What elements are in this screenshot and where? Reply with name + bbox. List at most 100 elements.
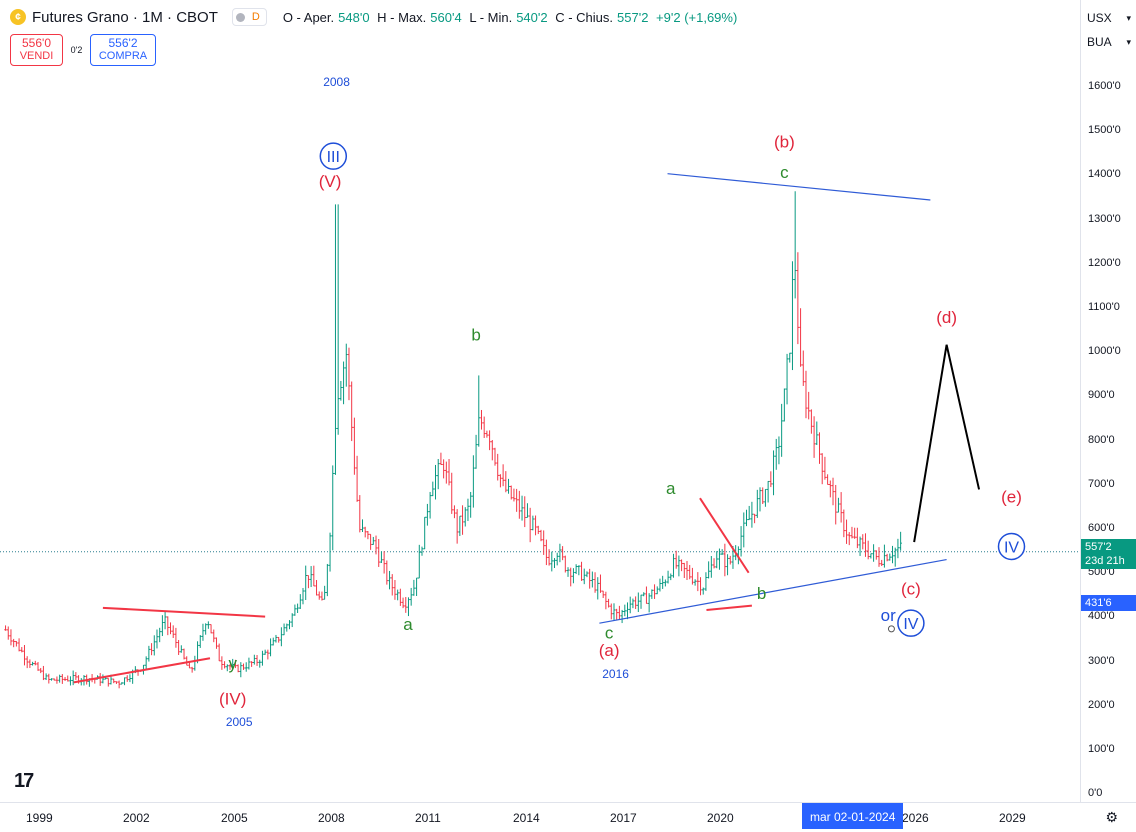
trendline xyxy=(73,657,211,684)
y-tick-label: 1400'0 xyxy=(1088,168,1121,181)
marker-price-value: 431'6 xyxy=(1085,597,1112,609)
wave-circle-label: IV xyxy=(1004,539,1019,556)
trade-panel: 556'0 VENDI 0'2 556'2 COMPRA xyxy=(0,34,156,66)
wave-circle-label: III xyxy=(327,149,340,166)
wave-circle-label: IV xyxy=(903,616,918,633)
close-label: C - Chius. xyxy=(555,9,614,25)
x-tick-label: 2029 xyxy=(999,811,1026,825)
symbol-title[interactable]: Futures Grano · 1M · CBOT xyxy=(32,8,218,26)
wave-label: (c) xyxy=(901,580,921,599)
wave-label: (d) xyxy=(936,308,957,327)
price-chart[interactable]: (V)2008(IV)2005yabc(a)2016ab(b)c(c)(d)(e… xyxy=(0,0,1080,802)
status-badge[interactable]: D xyxy=(231,8,267,26)
x-tick-label: 2011 xyxy=(415,811,441,825)
x-tick-label: 2017 xyxy=(610,811,637,825)
y-tick-label: 1200'0 xyxy=(1088,256,1121,269)
x-tick-label: 2002 xyxy=(123,811,150,825)
high-value: 560'4 xyxy=(430,9,462,25)
y-tick-label: 100'0 xyxy=(1088,743,1115,755)
buy-label: COMPRA xyxy=(98,50,148,62)
wave-label: c xyxy=(780,163,789,182)
y-tick-label: 400'0 xyxy=(1088,610,1115,623)
close-value: 557'2 xyxy=(617,9,649,25)
y-tick-label: 700'0 xyxy=(1088,477,1115,490)
spread-value: 0'2 xyxy=(70,45,83,55)
ohlc-readout: O - Aper. 548'0 H - Max. 560'4 L - Min. 540… xyxy=(283,10,741,25)
wave-label: y xyxy=(228,654,237,673)
marker-dot xyxy=(887,625,895,633)
wave-label: b xyxy=(471,325,480,344)
status-dot-icon xyxy=(235,12,245,22)
y-tick-label: 900'0 xyxy=(1088,389,1115,402)
change-value: +9'2 (+1,69%) xyxy=(656,9,738,25)
trendline xyxy=(706,604,752,612)
delayed-data-flag: D xyxy=(251,11,260,23)
gear-icon[interactable]: ⚙ xyxy=(1105,809,1118,825)
low-label: L - Min. xyxy=(469,9,513,25)
low-value: 540'2 xyxy=(516,9,548,25)
wave-label: (e) xyxy=(1001,488,1022,507)
x-tick-label: 2008 xyxy=(318,811,345,825)
high-label: H - Max. xyxy=(377,9,427,25)
unit-value: BUA xyxy=(1087,35,1112,49)
trendline xyxy=(599,559,947,624)
y-tick-label: 200'0 xyxy=(1088,698,1115,711)
y-tick-label: 1500'0 xyxy=(1088,124,1121,137)
tradingview-logo[interactable]: 17 xyxy=(14,770,34,792)
x-tick-label: 2020 xyxy=(707,811,734,825)
chevron-down-icon: ▾ xyxy=(1126,12,1131,23)
buy-button[interactable]: 556'2 COMPRA xyxy=(90,34,156,66)
trendline xyxy=(102,606,266,618)
time-axis[interactable]: 1999 2002 2005 2008 2011 2014 2017 2020 2026 2029… xyxy=(0,802,1136,832)
wave-label: a xyxy=(666,479,676,498)
bar-countdown: 23d 21h xyxy=(1085,555,1125,567)
alt-count-label: or xyxy=(881,606,896,625)
wave-circle xyxy=(997,532,1026,561)
wave-label: 2005 xyxy=(226,715,253,729)
sell-price: 556'0 xyxy=(22,36,51,50)
y-tick-label: 500'0 xyxy=(1088,566,1115,579)
trendline xyxy=(667,173,931,201)
crosshair-date-label: mar 02-01-2024 xyxy=(802,803,904,829)
unit-select[interactable]: BUA ▾ xyxy=(1087,32,1131,52)
y-tick-label: 0'0 xyxy=(1088,787,1103,800)
y-tick-label: 1300'0 xyxy=(1088,212,1121,225)
open-value: 548'0 xyxy=(338,9,370,25)
trendline xyxy=(699,497,750,574)
y-tick-label: 300'0 xyxy=(1088,654,1115,667)
wave-label: (V) xyxy=(319,172,342,191)
sell-button[interactable]: 556'0 VENDI xyxy=(10,34,63,66)
y-tick-label: 600'0 xyxy=(1088,522,1115,534)
wave-label: (IV) xyxy=(219,689,246,708)
open-label: O - Aper. xyxy=(282,9,335,25)
wave-label: 2016 xyxy=(602,667,629,681)
current-price-tag: 557'2 23d 21h xyxy=(1081,539,1136,569)
coin-icon: ¢ xyxy=(10,9,26,25)
y-tick-label: 800'0 xyxy=(1088,433,1115,446)
y-tick-label: 1000'0 xyxy=(1088,345,1121,358)
header-bar: ¢ Futures Grano · 1M · CBOT D O - Aper. 5… xyxy=(0,0,1080,34)
x-tick-label: 1999 xyxy=(26,811,53,825)
price-scale[interactable]: USX ▾ BUA ▾ xyxy=(1080,0,1136,802)
currency-select[interactable]: USX ▾ xyxy=(1087,8,1131,28)
wave-label: (a) xyxy=(599,641,620,660)
sell-label: VENDI xyxy=(19,50,54,62)
wave-label: a xyxy=(403,615,413,634)
projection-line xyxy=(913,344,981,543)
marker-price-tag: 431'6 xyxy=(1081,595,1136,611)
wave-label: 2008 xyxy=(323,75,350,89)
x-tick-label: 2014 xyxy=(513,811,540,825)
currency-value: USX xyxy=(1087,11,1112,25)
wave-circle xyxy=(319,142,348,170)
x-tick-label: 2026 xyxy=(902,811,929,825)
wave-label: c xyxy=(605,624,614,643)
wave-label: b xyxy=(757,584,766,603)
current-price-value: 557'2 xyxy=(1085,541,1112,553)
wave-label: (b) xyxy=(774,132,795,151)
chevron-down-icon: ▾ xyxy=(1126,36,1131,47)
wave-circle xyxy=(897,609,925,637)
y-tick-label: 1100'0 xyxy=(1088,301,1120,313)
x-tick-label: 2005 xyxy=(221,811,248,825)
y-tick-label: 1600'0 xyxy=(1088,80,1121,92)
